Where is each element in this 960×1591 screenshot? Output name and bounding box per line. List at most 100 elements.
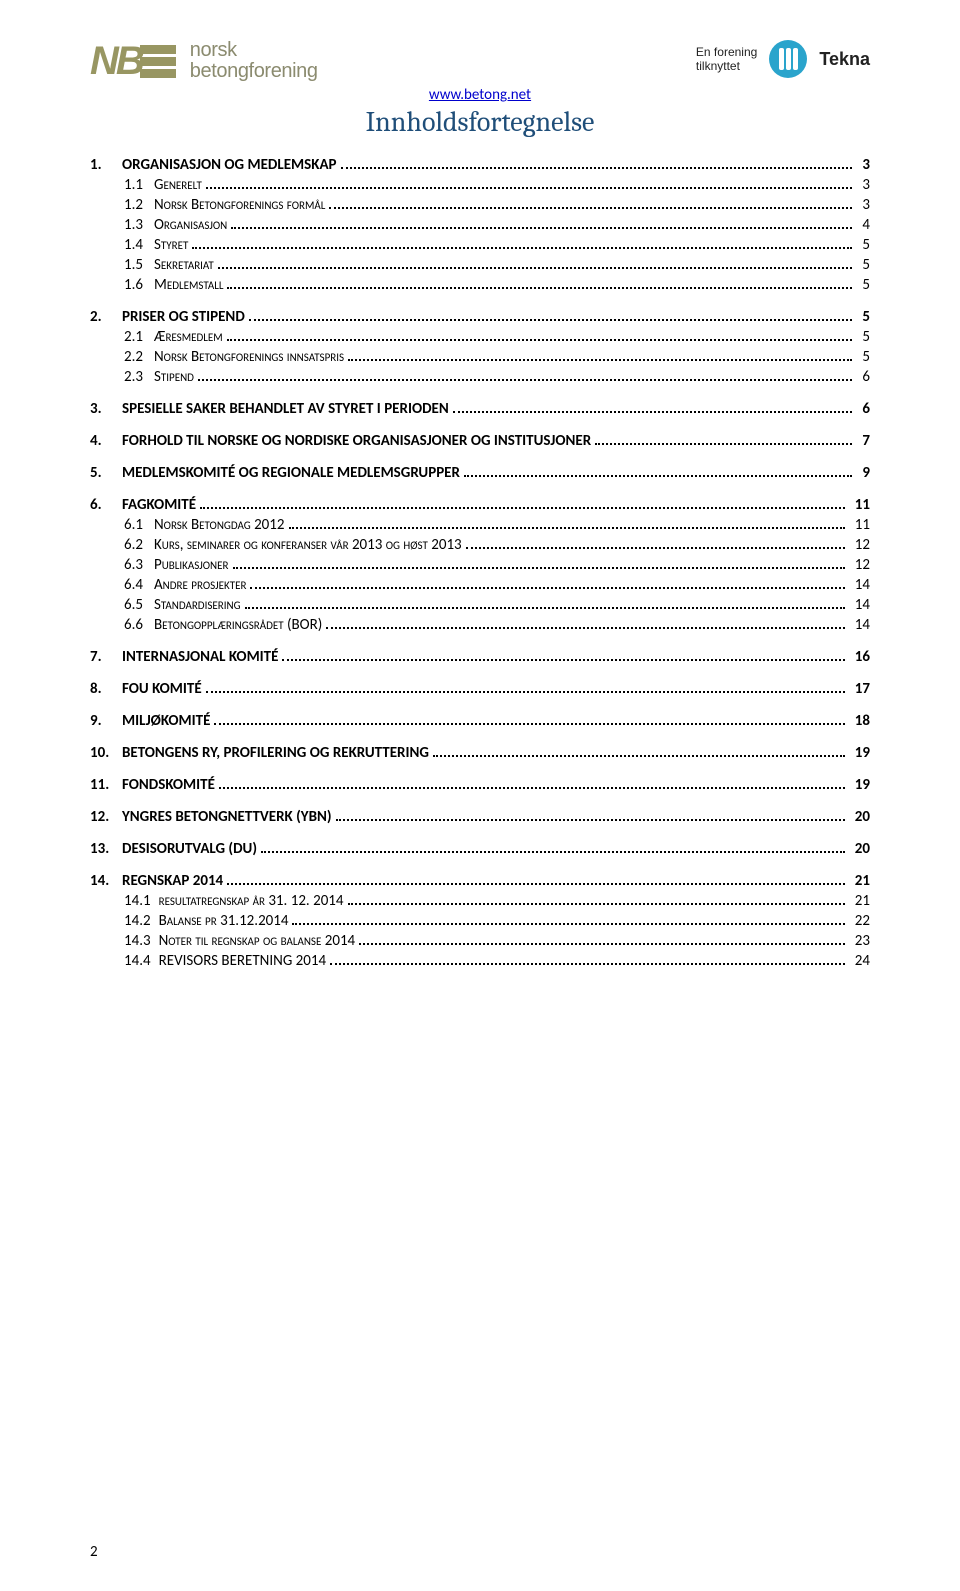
- toc-label: FONDSKOMITÉ: [122, 776, 215, 794]
- toc-subheading[interactable]: 6.4Andre prosjekter14: [90, 576, 870, 594]
- toc-heading[interactable]: 12.YNGRES BETONGNETTVERK (YBN)20: [90, 808, 870, 826]
- toc-page: 11: [849, 516, 870, 534]
- toc-number: 12.: [90, 808, 122, 826]
- toc-label: REVISORS BERETNING 2014: [159, 952, 326, 970]
- toc-subheading[interactable]: 1.5Sekretariat5: [90, 256, 870, 274]
- toc-page: 3: [856, 196, 870, 214]
- toc-subheading[interactable]: 14.3Noter til regnskap og balanse 201423: [90, 932, 870, 950]
- toc-subheading[interactable]: 14.2Balanse pr 31.12.201422: [90, 912, 870, 930]
- toc-leader-dots: [348, 896, 845, 905]
- toc-page: 20: [849, 808, 870, 826]
- toc-number: 6.: [90, 496, 122, 514]
- toc-heading[interactable]: 13.DESISORUTVALG (DU)20: [90, 840, 870, 858]
- toc-leader-dots: [192, 240, 852, 249]
- toc-page: 20: [849, 840, 870, 858]
- toc-label: Norsk Betongforenings innsatspris: [154, 348, 344, 366]
- toc-leader-dots: [466, 540, 845, 549]
- toc-page: 14: [849, 596, 870, 614]
- toc-number: 6.5: [124, 596, 154, 614]
- toc-number: 13.: [90, 840, 122, 858]
- toc-heading[interactable]: 14.REGNSKAP 201421: [90, 872, 870, 890]
- toc-subheading[interactable]: 2.2Norsk Betongforenings innsatspris5: [90, 348, 870, 366]
- toc-subheading[interactable]: 14.1resultatregnskap år 31. 12. 201421: [90, 892, 870, 910]
- header-url[interactable]: www.betong.net: [90, 86, 870, 104]
- toc-subheading[interactable]: 6.3Publikasjoner12: [90, 556, 870, 574]
- toc-heading[interactable]: 1.ORGANISASJON OG MEDLEMSKAP3: [90, 156, 870, 174]
- toc-heading[interactable]: 8.FOU KOMITÉ17: [90, 680, 870, 698]
- toc-leader-dots: [261, 844, 845, 853]
- org-name-line2: betongforening: [190, 61, 318, 82]
- table-of-contents: 1.ORGANISASJON OG MEDLEMSKAP3 1.1Generelt…: [90, 156, 870, 970]
- toc-subheading[interactable]: 1.2Norsk Betongforenings formål3: [90, 196, 870, 214]
- toc-label: Balanse pr 31.12.2014: [159, 912, 289, 930]
- toc-page: 6: [856, 368, 870, 386]
- toc-heading[interactable]: 11.FONDSKOMITÉ 19: [90, 776, 870, 794]
- toc-label: resultatregnskap år 31. 12. 2014: [159, 892, 344, 910]
- toc-leader-dots: [218, 260, 853, 269]
- toc-heading[interactable]: 2.PRISER OG STIPEND5: [90, 308, 870, 326]
- toc-subheading[interactable]: 1.6Medlemstall5: [90, 276, 870, 294]
- toc-label: Æresmedlem: [154, 328, 223, 346]
- toc-label: MEDLEMSKOMITÉ OG REGIONALE MEDLEMSGRUPPE…: [122, 464, 460, 482]
- toc-page: 5: [856, 328, 870, 346]
- toc-heading[interactable]: 3.SPESIELLE SAKER BEHANDLET AV STYRET I …: [90, 400, 870, 418]
- toc-subheading[interactable]: 6.2Kurs, seminarer og konferanser vår 20…: [90, 536, 870, 554]
- toc-page: 5: [856, 348, 870, 366]
- toc-number: 6.6: [124, 616, 154, 634]
- toc-leader-dots: [326, 620, 844, 629]
- toc-heading[interactable]: 4.FORHOLD TIL NORSKE OG NORDISKE ORGANIS…: [90, 432, 870, 450]
- toc-heading[interactable]: 6.FAGKOMITÉ11: [90, 496, 870, 514]
- logo-right: En forening tilknyttet Tekna: [696, 40, 870, 78]
- toc-leader-dots: [453, 404, 853, 413]
- toc-number: 8.: [90, 680, 122, 698]
- toc-leader-dots: [341, 160, 853, 169]
- toc-heading[interactable]: 10.BETONGENS RY, PROFILERING OG REKRUTTE…: [90, 744, 870, 762]
- toc-label: Medlemstall: [154, 276, 223, 294]
- toc-subheading[interactable]: 1.1Generelt3: [90, 176, 870, 194]
- toc-label: Norsk Betongforenings formål: [154, 196, 325, 214]
- toc-page: 19: [849, 776, 870, 794]
- toc-heading[interactable]: 5.MEDLEMSKOMITÉ OG REGIONALE MEDLEMSGRUP…: [90, 464, 870, 482]
- toc-label: REGNSKAP 2014: [122, 872, 223, 890]
- toc-subheading[interactable]: 6.1Norsk Betongdag 201211: [90, 516, 870, 534]
- toc-subheading[interactable]: 1.3Organisasjon4: [90, 216, 870, 234]
- toc-subheading[interactable]: 1.4Styret5: [90, 236, 870, 254]
- page-title: Innholdsfortegnelse: [90, 106, 870, 138]
- toc-leader-dots: [231, 220, 852, 229]
- toc-leader-dots: [227, 876, 845, 885]
- page-number: 2: [90, 1543, 98, 1561]
- toc-page: 19: [849, 744, 870, 762]
- toc-number: 11.: [90, 776, 122, 794]
- toc-leader-dots: [198, 372, 852, 381]
- toc-subheading[interactable]: 6.6Betongopplæringsrådet (BOR)14: [90, 616, 870, 634]
- toc-leader-dots: [282, 652, 844, 661]
- toc-label: Norsk Betongdag 2012: [154, 516, 285, 534]
- toc-leader-dots: [219, 780, 845, 789]
- org-name: norsk betongforening: [190, 40, 318, 82]
- toc-heading[interactable]: 9.MILJØKOMITÉ18: [90, 712, 870, 730]
- toc-leader-dots: [206, 180, 853, 189]
- toc-number: 14.: [90, 872, 122, 890]
- toc-leader-dots: [292, 916, 844, 925]
- toc-page: 5: [856, 236, 870, 254]
- toc-page: 12: [849, 536, 870, 554]
- toc-number: 1.5: [124, 256, 154, 274]
- toc-label: ORGANISASJON OG MEDLEMSKAP: [122, 156, 337, 174]
- toc-page: 14: [849, 576, 870, 594]
- toc-page: 14: [849, 616, 870, 634]
- toc-leader-dots: [233, 560, 845, 569]
- toc-subheading[interactable]: 2.3Stipend6: [90, 368, 870, 386]
- toc-number: 1.4: [124, 236, 154, 254]
- toc-label: Generelt: [154, 176, 202, 194]
- toc-leader-dots: [336, 812, 845, 821]
- toc-subheading[interactable]: 2.1Æresmedlem5: [90, 328, 870, 346]
- toc-leader-dots: [289, 520, 845, 529]
- toc-page: 5: [856, 308, 870, 326]
- toc-leader-dots: [206, 684, 845, 693]
- toc-label: Organisasjon: [154, 216, 227, 234]
- toc-label: INTERNASJONAL KOMITÉ: [122, 648, 278, 666]
- toc-heading[interactable]: 7.INTERNASJONAL KOMITÉ16: [90, 648, 870, 666]
- toc-page: 17: [849, 680, 870, 698]
- toc-subheading[interactable]: 14.4REVISORS BERETNING 201424: [90, 952, 870, 970]
- toc-subheading[interactable]: 6.5Standardisering14: [90, 596, 870, 614]
